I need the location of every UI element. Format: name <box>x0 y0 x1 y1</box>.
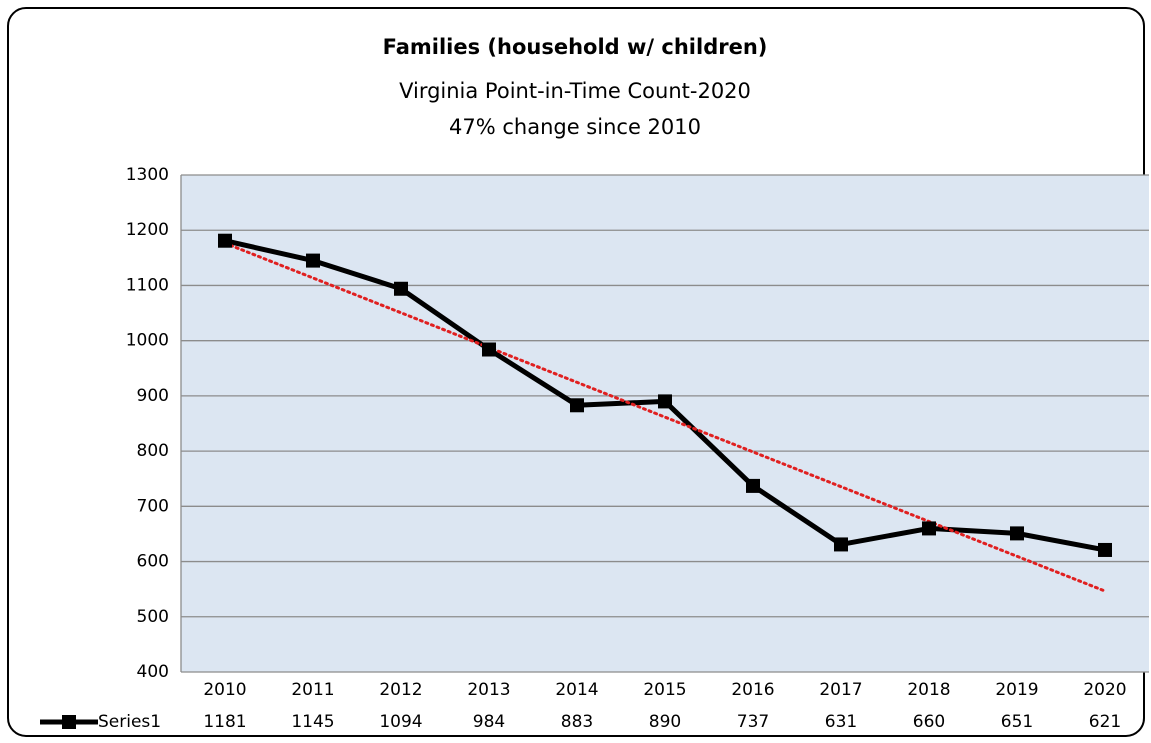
data-table-value: 883 <box>561 712 593 732</box>
data-table-value: 1145 <box>291 712 334 732</box>
marker <box>218 233 232 248</box>
x-tick-label: 2017 <box>819 680 862 700</box>
x-tick-label: 2020 <box>1083 680 1126 700</box>
y-tick-label: 1000 <box>126 331 169 351</box>
data-table-value: 660 <box>913 712 945 732</box>
data-table-value: 621 <box>1089 712 1121 732</box>
data-table-value: 1181 <box>203 712 246 732</box>
data-table-value: 890 <box>649 712 681 732</box>
y-tick-label: 800 <box>137 441 169 461</box>
y-tick-label: 900 <box>137 386 169 406</box>
chart-subtitle: 47% change since 2010 <box>449 115 701 139</box>
x-tick-label: 2013 <box>467 680 510 700</box>
marker <box>1010 526 1024 541</box>
x-tick-label: 2018 <box>907 680 950 700</box>
chart-title: Families (household w/ children) <box>383 35 768 59</box>
marker <box>834 537 848 552</box>
x-tick-label: 2016 <box>731 680 774 700</box>
data-table-value: 1094 <box>379 712 422 732</box>
legend-label: Series1 <box>98 712 161 732</box>
plot-area <box>181 175 1149 672</box>
y-tick-label: 700 <box>137 496 169 516</box>
trendline <box>223 241 1107 593</box>
data-table-value: 984 <box>473 712 505 732</box>
y-tick-label: 600 <box>137 552 169 572</box>
y-tick-label: 1200 <box>126 220 169 240</box>
y-tick-label: 400 <box>137 662 169 682</box>
marker <box>922 521 936 536</box>
marker <box>658 394 672 409</box>
y-tick-label: 500 <box>137 607 169 627</box>
x-tick-label: 2011 <box>291 680 334 700</box>
x-tick-label: 2012 <box>379 680 422 700</box>
y-tick-label: 1300 <box>126 165 169 185</box>
data-table-value: 631 <box>825 712 857 732</box>
marker <box>1098 542 1112 557</box>
marker <box>570 398 584 413</box>
x-tick-label: 2015 <box>643 680 686 700</box>
marker <box>306 253 320 268</box>
data-table-value: 737 <box>737 712 769 732</box>
x-tick-label: 2010 <box>203 680 246 700</box>
marker <box>746 478 760 493</box>
marker <box>394 281 408 296</box>
x-tick-label: 2019 <box>995 680 1038 700</box>
marker <box>482 342 496 357</box>
x-tick-label: 2014 <box>555 680 598 700</box>
data-table-value: 651 <box>1001 712 1033 732</box>
legend-marker <box>62 715 76 729</box>
chart-subtitle: Virginia Point-in-Time Count-2020 <box>399 79 751 103</box>
y-tick-label: 1100 <box>126 275 169 295</box>
